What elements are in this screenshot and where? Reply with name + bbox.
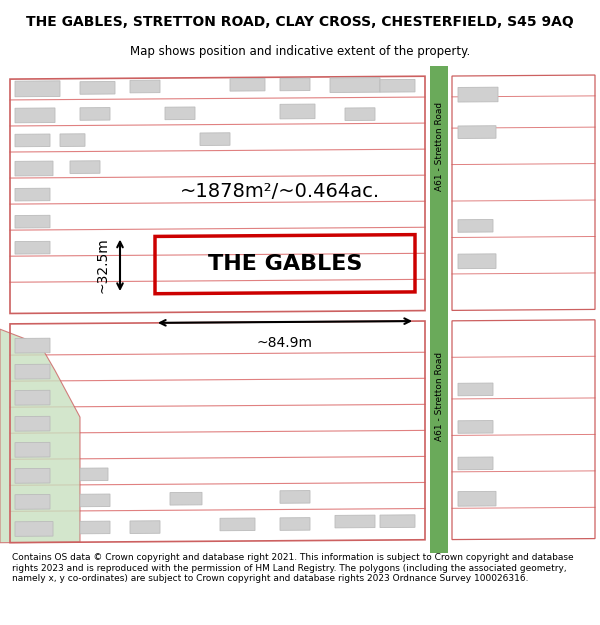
Polygon shape: [15, 468, 50, 483]
Polygon shape: [380, 515, 415, 528]
Polygon shape: [280, 518, 310, 531]
Polygon shape: [60, 134, 85, 146]
Polygon shape: [165, 107, 195, 119]
Polygon shape: [15, 494, 50, 509]
Polygon shape: [15, 134, 50, 147]
Polygon shape: [458, 491, 496, 506]
Polygon shape: [170, 492, 202, 505]
Polygon shape: [15, 81, 60, 97]
Polygon shape: [330, 78, 380, 92]
Polygon shape: [200, 132, 230, 146]
Polygon shape: [15, 215, 50, 228]
Polygon shape: [458, 219, 493, 232]
Polygon shape: [458, 87, 498, 102]
Polygon shape: [15, 108, 55, 122]
Text: A61 - Stretton Road: A61 - Stretton Road: [434, 102, 443, 191]
Polygon shape: [80, 107, 110, 120]
Polygon shape: [280, 491, 310, 503]
Polygon shape: [458, 254, 496, 269]
Polygon shape: [15, 442, 50, 458]
Polygon shape: [335, 515, 375, 528]
Text: Map shows position and indicative extent of the property.: Map shows position and indicative extent…: [130, 46, 470, 58]
Polygon shape: [15, 390, 50, 405]
Text: THE GABLES, STRETTON ROAD, CLAY CROSS, CHESTERFIELD, S45 9AQ: THE GABLES, STRETTON ROAD, CLAY CROSS, C…: [26, 15, 574, 29]
Polygon shape: [430, 66, 448, 553]
Text: ~84.9m: ~84.9m: [257, 336, 313, 350]
Polygon shape: [15, 188, 50, 201]
Text: THE GABLES: THE GABLES: [208, 254, 362, 274]
Polygon shape: [0, 329, 80, 542]
Polygon shape: [280, 78, 310, 91]
Polygon shape: [458, 126, 496, 139]
Polygon shape: [15, 241, 50, 254]
Polygon shape: [220, 518, 255, 531]
Polygon shape: [70, 161, 100, 174]
Polygon shape: [130, 80, 160, 93]
Polygon shape: [230, 78, 265, 91]
Polygon shape: [345, 107, 375, 121]
Polygon shape: [80, 494, 110, 507]
Text: Contains OS data © Crown copyright and database right 2021. This information is : Contains OS data © Crown copyright and d…: [12, 553, 574, 583]
Text: ~32.5m: ~32.5m: [95, 238, 109, 293]
Polygon shape: [458, 383, 493, 396]
Polygon shape: [15, 521, 53, 536]
Polygon shape: [15, 338, 50, 353]
Text: A61 - Stretton Road: A61 - Stretton Road: [434, 352, 443, 441]
Text: ~1878m²/~0.464ac.: ~1878m²/~0.464ac.: [180, 182, 380, 201]
Polygon shape: [458, 457, 493, 470]
Polygon shape: [15, 364, 50, 379]
Polygon shape: [15, 161, 53, 176]
Polygon shape: [130, 521, 160, 534]
Polygon shape: [280, 104, 315, 119]
Polygon shape: [80, 468, 108, 481]
Polygon shape: [15, 416, 50, 431]
Polygon shape: [380, 79, 415, 92]
Polygon shape: [80, 81, 115, 94]
Polygon shape: [80, 521, 110, 534]
Polygon shape: [458, 421, 493, 433]
